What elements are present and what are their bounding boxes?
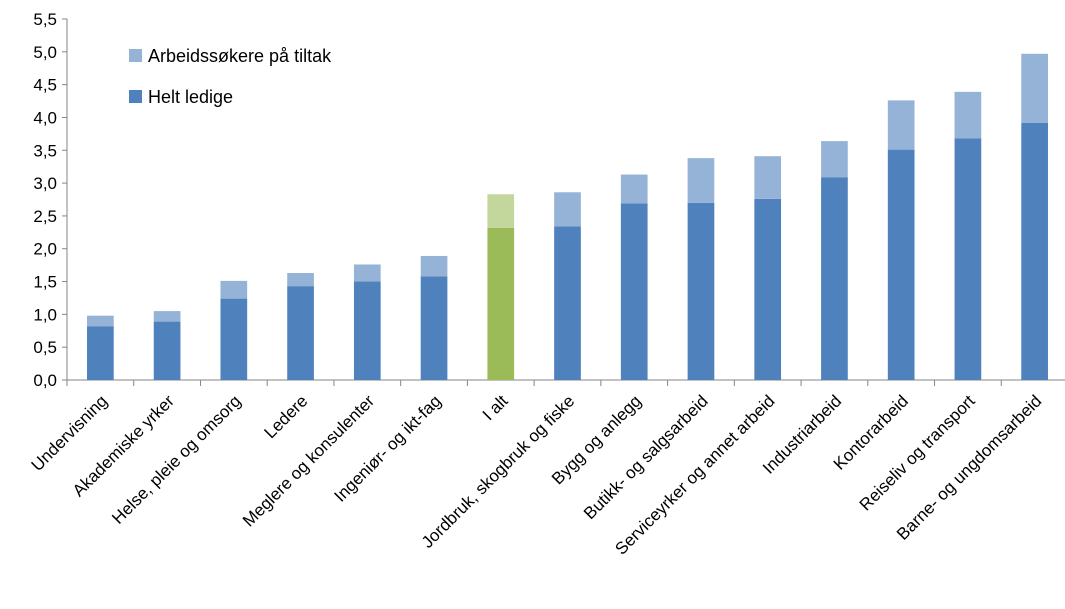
bar-helt-ledige [420, 276, 448, 380]
bar-helt-ledige [87, 326, 114, 380]
y-tick-label: 0,0 [33, 371, 57, 390]
bar-arbeidssokere-pa-tiltak [821, 141, 848, 178]
y-tick-label: 1,5 [33, 273, 57, 292]
y-tick-label: 0,5 [33, 338, 57, 357]
y-axis: 0,0 0,5 1,0 1,5 2,0 2,5 3,0 3,5 4,0 4,5 5,0 5,5 [33, 10, 68, 390]
y-tick-label: 3,0 [33, 174, 57, 193]
legend: Arbeidssøkere på tiltak Helt ledige [98, 34, 403, 125]
legend-label: Helt ledige [148, 87, 233, 107]
bar-helt-ledige [620, 203, 648, 380]
bar-arbeidssokere-pa-tiltak [620, 174, 648, 204]
bar-arbeidssokere-pa-tiltak [153, 311, 181, 322]
bar-arbeidssokere-pa-tiltak [487, 194, 515, 228]
bar-arbeidssokere-pa-tiltak [353, 264, 381, 282]
category-label: Ledere [261, 391, 312, 442]
bar-helt-ledige [353, 281, 381, 380]
y-tick-label: 3,5 [33, 141, 57, 160]
category-label: Meglere og konsulenter [239, 391, 378, 530]
category-label: Helse, pleie og omsorg [108, 391, 244, 527]
bar-arbeidssokere-pa-tiltak [687, 158, 715, 203]
bar-arbeidssokere-pa-tiltak [554, 192, 581, 227]
bar-arbeidssokere-pa-tiltak [220, 280, 248, 299]
legend-box [98, 34, 403, 125]
bar-arbeidssokere-pa-tiltak [87, 315, 114, 327]
legend-label: Arbeidssøkere på tiltak [148, 46, 332, 66]
y-tick-label: 1,0 [33, 305, 57, 324]
bar-helt-ledige [887, 149, 915, 380]
category-label: Butikk- og salgsarbeid [580, 391, 712, 523]
bars [87, 53, 1048, 381]
y-tick-label: 4,5 [33, 76, 57, 95]
bar-arbeidssokere-pa-tiltak [1021, 53, 1048, 123]
bar-arbeidssokere-pa-tiltak [954, 91, 982, 139]
bar-helt-ledige [487, 227, 515, 380]
bar-arbeidssokere-pa-tiltak [420, 255, 448, 277]
y-tick-label: 2,0 [33, 240, 57, 259]
y-tick-label: 4,0 [33, 108, 57, 127]
bar-helt-ledige [754, 198, 782, 380]
bar-arbeidssokere-pa-tiltak [887, 100, 915, 150]
x-axis [66, 379, 1065, 386]
y-tick-label: 2,5 [33, 207, 57, 226]
bar-helt-ledige [554, 226, 581, 380]
bar-arbeidssokere-pa-tiltak [754, 156, 782, 199]
bar-helt-ledige [153, 321, 181, 380]
bar-helt-ledige [687, 202, 715, 380]
bar-helt-ledige [287, 286, 314, 380]
category-label: Reiseliv og transport [856, 391, 979, 514]
legend-swatch [129, 49, 142, 62]
category-label: I alt [479, 391, 512, 424]
y-tick-label: 5,0 [33, 43, 57, 62]
legend-swatch [129, 90, 142, 103]
y-tick-label: 5,5 [33, 10, 57, 29]
bar-arbeidssokere-pa-tiltak [287, 273, 314, 287]
bar-helt-ledige [1021, 122, 1048, 381]
bar-helt-ledige [821, 177, 848, 380]
bar-helt-ledige [220, 298, 248, 380]
bar-helt-ledige [954, 138, 982, 380]
